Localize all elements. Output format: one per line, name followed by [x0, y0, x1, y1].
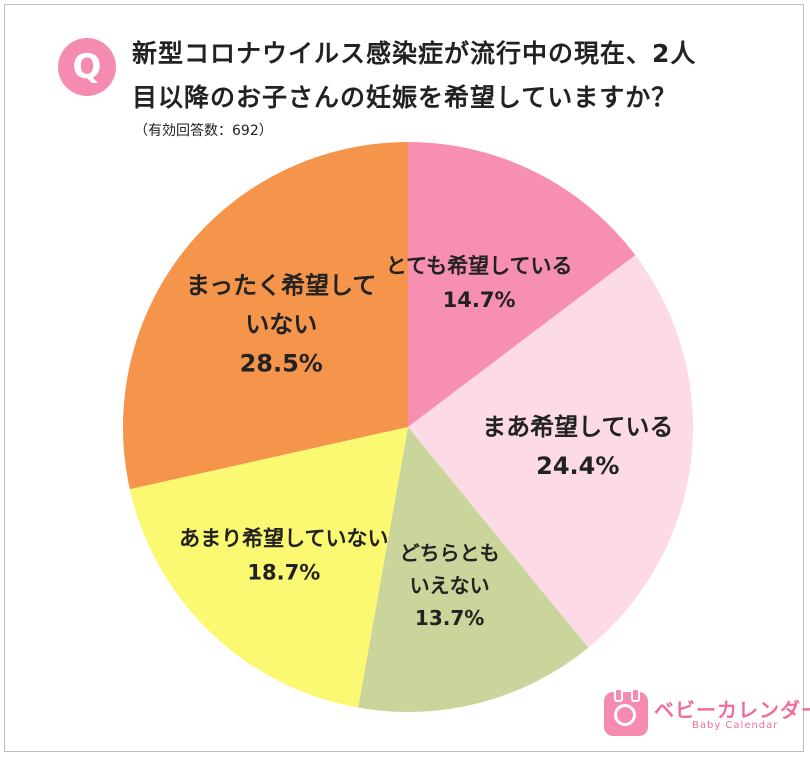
pie-slice-4: [129, 427, 409, 708]
brand-name: ベビーカレンダー: [654, 698, 810, 722]
chart-frame: [4, 4, 804, 752]
question-text-line-2: 目以降のお子さんの妊娠を希望していますか？: [132, 83, 678, 112]
question-text-line-1: 新型コロナウイルス感染症が流行中の現在、2人: [132, 39, 697, 68]
pie-slice-2: [408, 255, 693, 648]
slice-value-4: 18.7%: [247, 561, 320, 585]
slice-label-3: いえない: [410, 573, 490, 597]
brand-subtitle: Baby Calendar: [692, 720, 779, 731]
slice-value-5: 28.5%: [240, 349, 323, 377]
slice-label-5: いない: [245, 310, 317, 338]
pie-slice-5: [122, 142, 408, 490]
slice-value-3: 13.7%: [415, 606, 484, 630]
pie-slice-3: [358, 427, 589, 712]
slice-label-2: まあ希望している: [482, 413, 673, 441]
slice-value-2: 24.4%: [536, 452, 619, 480]
question-badge: Q: [58, 38, 116, 96]
response-count-note: （有効回答数：692）: [134, 123, 273, 139]
slice-label-5: まったく希望して: [186, 272, 376, 300]
slice-value-1: 14.7%: [443, 288, 516, 312]
calendar-icon: [604, 688, 648, 736]
slice-label-3: どちらとも: [400, 541, 500, 565]
pie-slice-1: [408, 142, 636, 427]
slice-label-4: あまり希望していない: [179, 527, 388, 551]
slice-label-1: とても希望している: [386, 254, 573, 278]
brand-logo: ベビーカレンダー Baby Calendar: [604, 688, 810, 738]
